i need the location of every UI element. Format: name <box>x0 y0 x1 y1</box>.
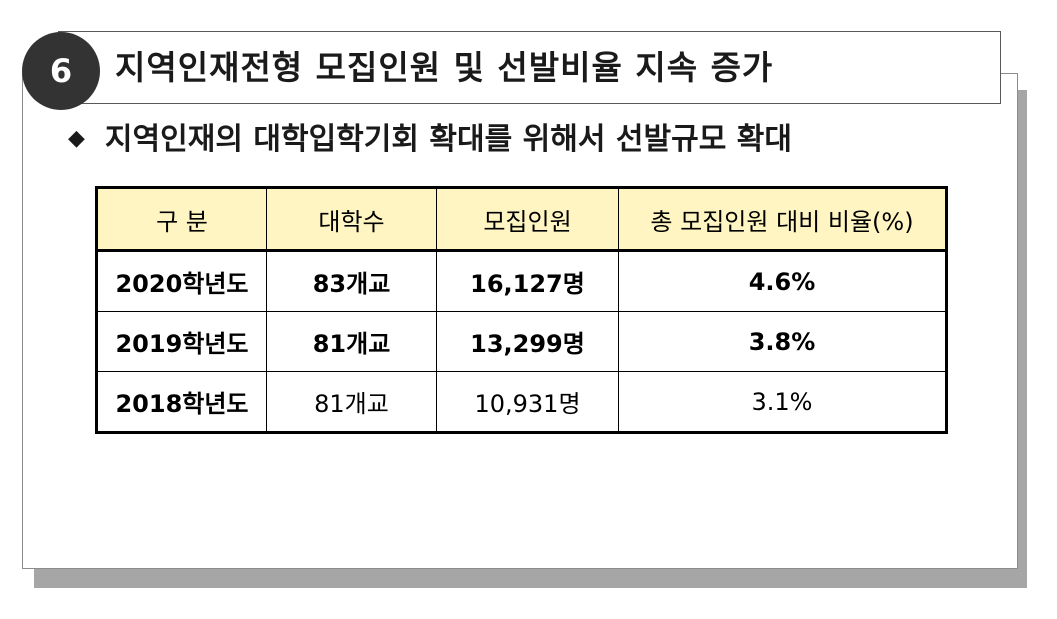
cell-ratio: 3.1% <box>618 371 947 433</box>
column-header-category: 구 분 <box>96 187 267 252</box>
column-header-universities: 대학수 <box>266 187 437 252</box>
cell-year: 2019학년도 <box>96 311 267 372</box>
section-number-badge: 6 <box>22 32 100 110</box>
cell-year: 2018학년도 <box>96 371 267 433</box>
cell-year: 2020학년도 <box>96 250 267 312</box>
cell-quota: 10,931명 <box>436 371 619 433</box>
cell-universities: 81개교 <box>266 311 437 372</box>
table-row: 2018학년도 81개교 10,931명 3.1% <box>96 371 947 433</box>
cell-ratio: 3.8% <box>618 311 947 372</box>
subtitle-text: 지역인재의 대학입학기회 확대를 위해서 선발규모 확대 <box>104 122 792 157</box>
table-row: 2019학년도 81개교 13,299명 3.8% <box>96 311 947 372</box>
page-title: 지역인재전형 모집인원 및 선발비율 지속 증가 <box>115 48 774 87</box>
cell-ratio: 4.6% <box>618 250 947 312</box>
admission-table: 구 분 대학수 모집인원 총 모집인원 대비 비율(%) 2020학년도 83개… <box>95 186 948 434</box>
title-box <box>58 31 1001 104</box>
column-header-ratio: 총 모집인원 대비 비율(%) <box>618 187 947 252</box>
cell-quota: 13,299명 <box>436 311 619 372</box>
cell-quota: 16,127명 <box>436 250 619 312</box>
cell-universities: 83개교 <box>266 250 437 312</box>
diamond-bullet-icon: ◆ <box>68 126 85 151</box>
subtitle: ◆ 지역인재의 대학입학기회 확대를 위해서 선발규모 확대 <box>68 118 792 162</box>
column-header-quota: 모집인원 <box>436 187 619 252</box>
cell-universities: 81개교 <box>266 371 437 433</box>
table-header-row: 구 분 대학수 모집인원 총 모집인원 대비 비율(%) <box>96 187 947 252</box>
table-row: 2020학년도 83개교 16,127명 4.6% <box>96 250 947 312</box>
